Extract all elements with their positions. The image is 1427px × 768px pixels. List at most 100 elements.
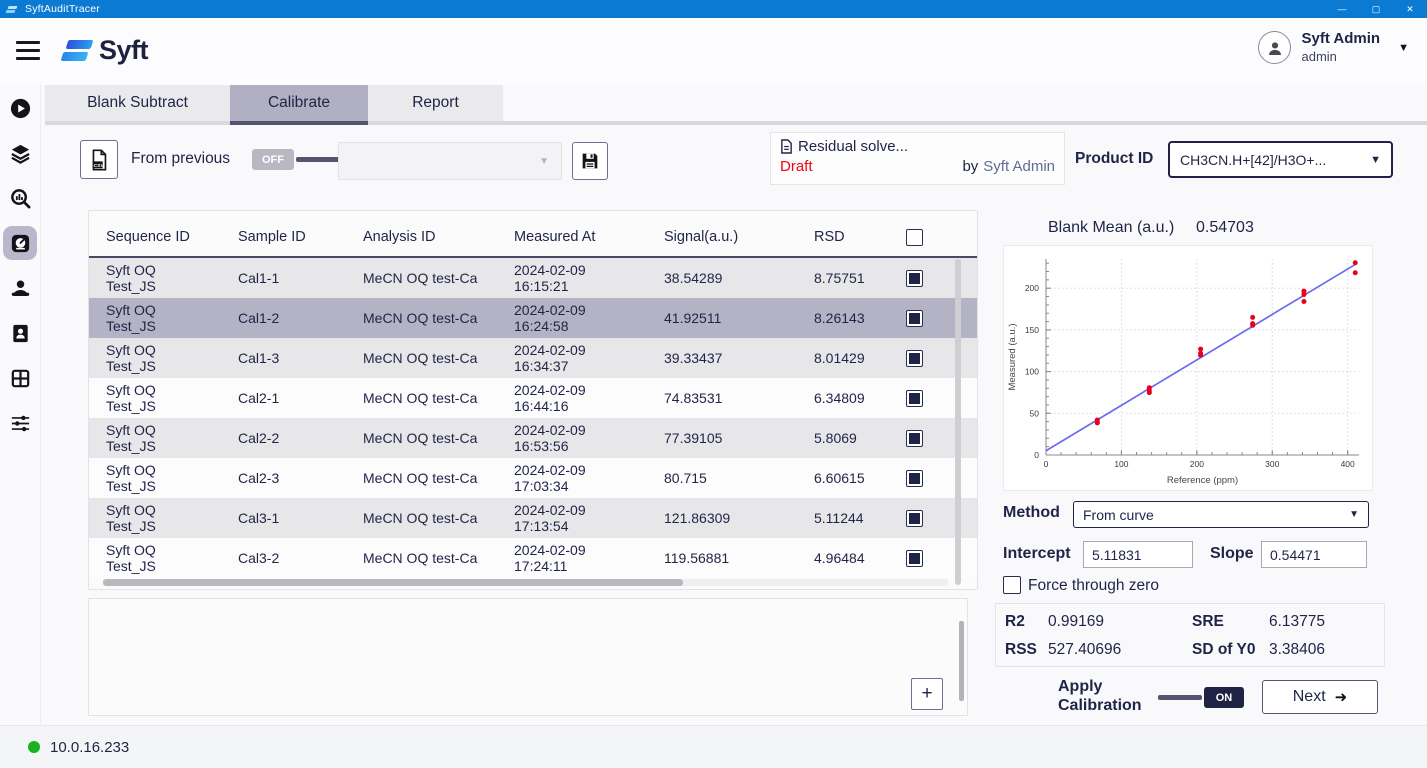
table-header-cell: Sequence ID <box>106 229 190 245</box>
close-button[interactable]: ✕ <box>1406 3 1414 14</box>
cell-rsd: 5.11244 <box>814 510 864 526</box>
tab-report[interactable]: Report <box>368 85 503 125</box>
table-row[interactable]: Syft OQ Test_JS Cal2-2 MeCN OQ test-Ca 20… <box>89 418 977 458</box>
sidebar <box>0 85 41 725</box>
minimize-button[interactable]: — <box>1337 3 1347 14</box>
row-checkbox[interactable] <box>906 429 923 447</box>
table-row[interactable]: Syft OQ Test_JS Cal1-2 MeCN OQ test-Ca 20… <box>89 298 977 338</box>
product-id-value: CH3CN.H+[42]/H3O+... <box>1180 151 1327 168</box>
intercept-field[interactable]: 5.11831 <box>1083 541 1193 568</box>
slope-field[interactable]: 0.54471 <box>1261 541 1367 568</box>
sidebar-item-users[interactable] <box>3 271 37 305</box>
svg-text:0: 0 <box>1034 450 1039 460</box>
method-label: Method <box>1003 504 1060 521</box>
user-menu[interactable]: Syft Admin admin ▼ <box>1258 30 1409 65</box>
sd-of-y0-value: 3.38406 <box>1269 641 1326 658</box>
cell-signal: 121.86309 <box>664 510 731 526</box>
residual-summary-card[interactable]: Residual solve... Draft by Syft Admin <box>770 132 1065 185</box>
sidebar-item-layers[interactable] <box>3 136 37 170</box>
cell-signal: 39.33437 <box>664 350 723 366</box>
scale-gauge-icon <box>11 234 29 252</box>
table-row[interactable]: Syft OQ Test_JS Cal2-3 MeCN OQ test-Ca 20… <box>89 458 977 498</box>
cell-sample-id: Cal2-1 <box>238 390 280 406</box>
row-checkbox[interactable] <box>906 469 923 487</box>
cell-signal: 80.715 <box>664 470 707 486</box>
sidebar-item-run[interactable] <box>3 91 37 125</box>
search-chart-icon <box>10 188 30 208</box>
rss-value: 527.40696 <box>1048 641 1122 658</box>
cell-rsd: 8.26143 <box>814 310 865 326</box>
document-icon <box>781 139 792 154</box>
table-header-cell: Signal(a.u.) <box>664 229 739 245</box>
by-label: by <box>962 158 979 175</box>
sidebar-item-settings[interactable] <box>3 406 37 440</box>
select-all-checkbox[interactable] <box>906 228 923 246</box>
panel-vertical-scrollbar[interactable] <box>959 621 964 701</box>
table-row[interactable]: Syft OQ Test_JS Cal1-3 MeCN OQ test-Ca 20… <box>89 338 977 378</box>
save-icon <box>582 153 598 169</box>
tab-blank-subtract[interactable]: Blank Subtract <box>45 85 230 125</box>
table-row[interactable]: Syft OQ Test_JS Cal3-1 MeCN OQ test-Ca 20… <box>89 498 977 538</box>
save-button[interactable] <box>572 142 608 180</box>
row-checkbox[interactable] <box>906 389 923 407</box>
cell-sample-id: Cal1-1 <box>238 270 280 286</box>
next-button[interactable]: Next ➜ <box>1262 680 1378 714</box>
cell-signal: 77.39105 <box>664 430 723 446</box>
method-select[interactable]: From curve ▼ <box>1073 501 1369 528</box>
cell-measured-at: 2024-02-09 16:24:58 <box>514 302 586 334</box>
cell-signal: 41.92511 <box>664 310 722 326</box>
apply-calibration-toggle[interactable]: ON <box>1158 687 1244 708</box>
previous-calibration-select[interactable]: ▼ <box>338 142 562 180</box>
user-name: Syft Admin <box>1301 30 1381 47</box>
calibration-chart: 0 100 200 300 400 0 50 100 150 200 Reference (ppm)… <box>1007 259 1359 486</box>
menu-icon[interactable] <box>16 41 40 60</box>
cell-measured-at: 2024-02-09 16:34:37 <box>514 342 586 374</box>
sidebar-item-data-table[interactable] <box>3 361 37 395</box>
table-horizontal-scrollbar[interactable] <box>103 579 948 586</box>
sidebar-item-search-analysis[interactable] <box>3 181 37 215</box>
cell-analysis-id: MeCN OQ test-Ca <box>363 390 478 406</box>
app-logo-icon <box>5 5 18 13</box>
table-row[interactable]: Syft OQ Test_JS Cal1-1 MeCN OQ test-Ca 20… <box>89 258 977 298</box>
cell-signal: 38.54289 <box>664 270 723 286</box>
calibration-table-panel: Sequence ID Sample ID Analysis ID Measur… <box>88 210 978 590</box>
arrow-right-icon: ➜ <box>1334 688 1348 706</box>
force-through-zero-checkbox[interactable] <box>1003 576 1021 594</box>
export-csv-button[interactable]: CSV <box>80 140 118 179</box>
sidebar-item-contact-card[interactable] <box>3 316 37 350</box>
cell-rsd: 6.34809 <box>814 390 865 406</box>
sidebar-item-calibration[interactable] <box>3 226 37 260</box>
cell-analysis-id: MeCN OQ test-Ca <box>363 510 478 526</box>
additional-samples-panel: + <box>88 598 968 716</box>
row-checkbox[interactable] <box>906 549 923 567</box>
table-header-cell: Sample ID <box>238 229 306 245</box>
table-row[interactable]: Syft OQ Test_JS Cal2-1 MeCN OQ test-Ca 20… <box>89 378 977 418</box>
row-checkbox[interactable] <box>906 269 923 287</box>
svg-text:50: 50 <box>1030 408 1040 418</box>
table-row[interactable]: Syft OQ Test_JS Cal3-2 MeCN OQ test-Ca 20… <box>89 538 977 578</box>
contact-card-icon <box>12 324 28 342</box>
cell-sample-id: Cal1-2 <box>238 310 280 326</box>
avatar <box>1258 31 1292 64</box>
add-sample-button[interactable]: + <box>911 678 943 710</box>
chevron-down-icon[interactable]: ▼ <box>1398 41 1409 54</box>
row-checkbox[interactable] <box>906 509 923 527</box>
row-checkbox[interactable] <box>906 349 923 367</box>
window-title: SyftAuditTracer <box>25 3 100 15</box>
cell-analysis-id: MeCN OQ test-Ca <box>363 550 478 566</box>
row-checkbox[interactable] <box>906 309 923 327</box>
toggle-track <box>296 157 342 162</box>
svg-text:300: 300 <box>1265 459 1279 469</box>
maximize-button[interactable]: ▢ <box>1371 3 1381 14</box>
grid-table-icon <box>11 369 29 387</box>
product-id-select[interactable]: CH3CN.H+[42]/H3O+... ▼ <box>1168 141 1393 178</box>
sliders-icon <box>11 415 29 431</box>
cell-sample-id: Cal2-2 <box>238 430 280 446</box>
from-previous-toggle[interactable]: OFF <box>252 149 342 170</box>
person-icon <box>1269 41 1281 55</box>
table-vertical-scrollbar[interactable] <box>955 259 961 585</box>
cell-measured-at: 2024-02-09 16:44:16 <box>514 382 586 414</box>
blank-mean-label: Blank Mean (a.u.) <box>1048 219 1175 236</box>
tab-calibrate[interactable]: Calibrate <box>230 85 368 125</box>
